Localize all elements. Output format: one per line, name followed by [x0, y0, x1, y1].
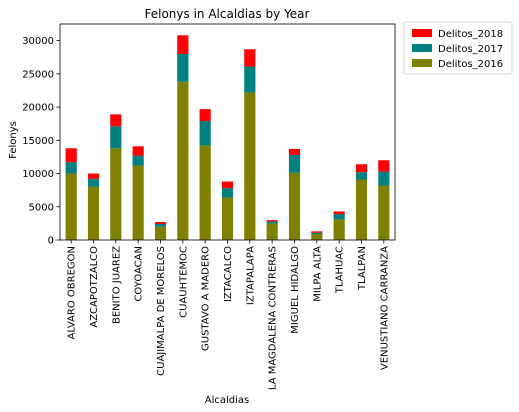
bar-delitos-2017-9 — [266, 221, 278, 224]
bar-delitos-2018-14 — [378, 160, 390, 172]
bar-delitos-2017-13 — [355, 172, 368, 180]
bar-delitos-2017-7 — [221, 188, 234, 198]
legend-label-delitos-2016: Delitos_2016 — [438, 59, 503, 70]
chart-title: Felonys in Alcaldias by Year — [145, 7, 310, 21]
bar-delitos-2016-3 — [132, 165, 144, 240]
bar-delitos-2016-1 — [87, 186, 100, 240]
y-axis: 0 5000 10000 15000 20000 25000 30000 — [22, 36, 60, 247]
bar-delitos-2017-4 — [154, 224, 167, 227]
bar-delitos-2016-13 — [355, 179, 368, 240]
bar-delitos-2017-5 — [177, 53, 189, 82]
bar-delitos-2016-6 — [199, 145, 211, 240]
x-tick-label-7: IZTACALCO — [223, 246, 234, 302]
bar-delitos-2016-4 — [154, 226, 167, 240]
plot-area — [59, 23, 396, 241]
bar-delitos-2018-13 — [355, 164, 368, 173]
x-tick-label-4: CUAJIMALPA DE MORELOS — [156, 246, 167, 376]
x-tick-label-12: TLAHUAC — [335, 246, 346, 294]
x-tick-label-8: IZTAPALAPA — [245, 246, 256, 305]
bar-delitos-2018-11 — [311, 231, 323, 233]
y-tick-label-1: 5000 — [29, 202, 54, 213]
legend-label-delitos-2018: Delitos_2018 — [438, 29, 503, 40]
y-tick-label-5: 25000 — [22, 69, 54, 80]
y-tick-label-2: 10000 — [22, 169, 54, 180]
bar-delitos-2017-1 — [87, 178, 100, 187]
bar-delitos-2018-0 — [65, 148, 77, 163]
legend: Delitos_2018 Delitos_2017 Delitos_2016 — [403, 21, 513, 75]
x-tick-label-10: MIGUEL HIDALGO — [290, 246, 301, 334]
bar-delitos-2018-4 — [154, 222, 167, 225]
x-tick-label-6: GUSTAVO A MADERO — [201, 246, 212, 351]
y-tick-label-3: 15000 — [22, 136, 54, 147]
x-axis: ALVARO OBREGON AZCAPOTZALCO BENITO JUAREZ C… — [67, 240, 390, 390]
bar-delitos-2017-8 — [244, 66, 256, 93]
bar-delitos-2016-7 — [221, 197, 234, 240]
bar-delitos-2016-8 — [244, 92, 256, 241]
x-tick-label-13: TLALPAN — [357, 246, 368, 291]
bar-delitos-2018-10 — [288, 148, 301, 155]
legend-swatch-delitos-2017 — [412, 44, 432, 52]
x-tick-label-2: BENITO JUAREZ — [111, 246, 122, 324]
bar-delitos-2016-11 — [311, 234, 323, 240]
y-tick-label-0: 0 — [48, 236, 54, 247]
bar-delitos-2018-8 — [244, 49, 256, 67]
x-tick-label-14: VENUSTIANO CARRANZA — [379, 246, 390, 370]
bar-delitos-2017-12 — [333, 214, 345, 220]
x-tick-label-3: COYOACAN — [134, 246, 145, 302]
bar-delitos-2017-11 — [311, 232, 323, 235]
legend-swatch-delitos-2016 — [412, 59, 432, 67]
bar-delitos-2018-9 — [266, 220, 278, 222]
bar-delitos-2017-2 — [110, 126, 122, 149]
bar-delitos-2016-5 — [177, 81, 189, 240]
bar-delitos-2018-2 — [110, 114, 122, 127]
x-axis-label: Alcaldias — [205, 395, 250, 406]
y-tick-label-6: 30000 — [22, 36, 54, 47]
bar-delitos-2018-3 — [132, 146, 144, 156]
bar-delitos-2016-10 — [288, 172, 301, 240]
bar-delitos-2016-2 — [110, 148, 122, 240]
x-tick-label-11: MILPA ALTA — [312, 246, 323, 302]
bar-delitos-2018-7 — [221, 181, 234, 189]
bar-delitos-2017-6 — [199, 121, 211, 146]
x-tick-label-9: LA MAGDALENA CONTRERAS — [268, 246, 279, 390]
bar-delitos-2017-14 — [378, 171, 390, 186]
bar-delitos-2018-1 — [87, 173, 100, 179]
bar-delitos-2017-0 — [65, 162, 77, 174]
y-axis-label: Felonys — [8, 121, 19, 159]
x-tick-label-1: AZCAPOTZALCO — [89, 246, 100, 328]
bar-delitos-2018-5 — [177, 35, 189, 54]
bar-delitos-2018-12 — [333, 211, 345, 215]
y-tick-label-4: 20000 — [22, 103, 54, 114]
bar-delitos-2016-14 — [378, 185, 390, 240]
bar-delitos-2017-10 — [288, 154, 301, 173]
x-tick-label-5: CUAUHTEMOC — [178, 246, 189, 318]
x-tick-label-0: ALVARO OBREGON — [67, 246, 78, 339]
bar-delitos-2017-3 — [132, 155, 144, 166]
bar-delitos-2016-9 — [266, 223, 278, 240]
bar-delitos-2016-0 — [65, 173, 77, 240]
legend-swatch-delitos-2018 — [412, 29, 432, 37]
bar-delitos-2018-6 — [199, 109, 211, 122]
bar-delitos-2016-12 — [333, 219, 345, 240]
legend-label-delitos-2017: Delitos_2017 — [438, 44, 503, 55]
